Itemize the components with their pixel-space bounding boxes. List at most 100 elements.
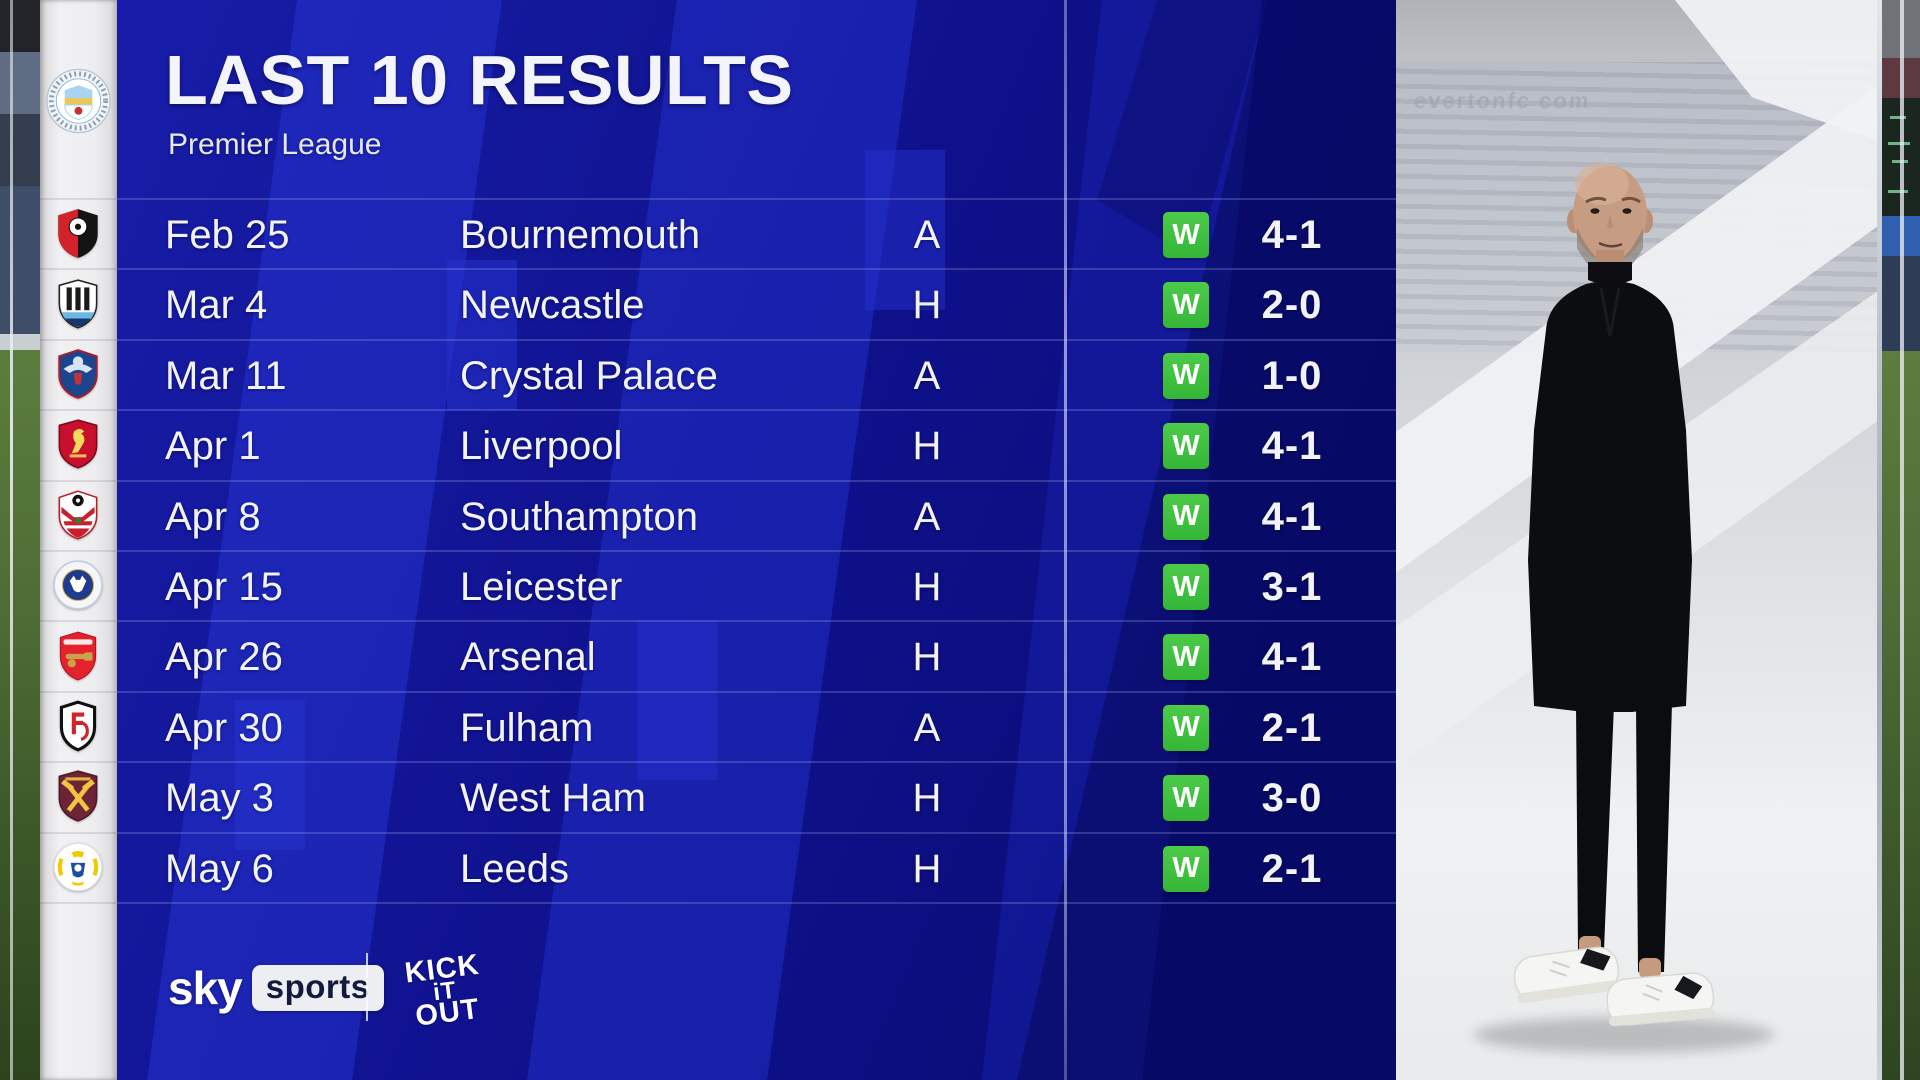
leicester-crest-icon — [49, 556, 107, 614]
score: 2-1 — [1261, 846, 1323, 891]
win-badge-letter: W — [1172, 640, 1200, 673]
score: 4-1 — [1261, 213, 1323, 257]
sports-wordmark: sports — [251, 965, 384, 1011]
result-row: Apr 8 Southampton A W 4-1 — [117, 479, 1396, 550]
manchester-city-crest-icon — [43, 64, 114, 138]
opponent-name: Crystal Palace — [460, 353, 718, 398]
newcastle-crest-icon — [49, 275, 107, 333]
panel-edge-highlight — [10, 0, 13, 1080]
score: 4-1 — [1261, 494, 1323, 539]
badge-column-divider — [40, 831, 117, 834]
venue-indicator: A — [913, 494, 941, 539]
badge-column-divider — [40, 620, 117, 623]
manager-photo-panel: evertonfc com — [1396, 0, 1877, 1080]
badge-column-divider — [40, 550, 117, 552]
sky-wordmark: sky — [168, 962, 243, 1014]
win-badge-letter: W — [1172, 570, 1200, 603]
opponent-name: Leeds — [460, 846, 569, 891]
score: 4-1 — [1261, 635, 1323, 680]
badge-column-divider — [40, 690, 117, 693]
opponent-name: Southampton — [460, 494, 698, 539]
venue-indicator: H — [912, 565, 942, 609]
win-badge-letter: W — [1172, 288, 1200, 321]
venue-indicator: H — [912, 846, 942, 891]
panel-edge-highlight — [1877, 0, 1882, 1080]
arsenal-crest-icon — [49, 627, 107, 685]
match-date: Apr 1 — [165, 424, 261, 469]
venue-indicator: A — [913, 213, 941, 257]
score: 4-1 — [1261, 424, 1323, 469]
win-badge-letter: W — [1172, 781, 1200, 814]
score: 2-1 — [1261, 705, 1323, 750]
match-date: Mar 11 — [165, 353, 287, 398]
page-subtitle: Premier League — [168, 128, 382, 161]
badge-column-divider — [40, 902, 117, 904]
result-row: Apr 26 Arsenal H W 4-1 — [117, 620, 1396, 690]
score: 1-0 — [1261, 353, 1323, 398]
result-row: Mar 11 Crystal Palace A W 1-0 — [117, 338, 1396, 409]
venue-indicator: A — [913, 705, 941, 750]
win-badge: W — [1163, 493, 1209, 540]
result-row: May 3 West Ham H W 3-0 — [117, 761, 1396, 831]
result-row: Apr 15 Leicester H W 3-1 — [117, 550, 1396, 620]
bournemouth-crest-icon — [49, 204, 107, 262]
match-date: Mar 4 — [165, 283, 268, 328]
score-column-divider — [1064, 0, 1067, 1080]
win-badge: W — [1163, 704, 1209, 751]
score: 2-0 — [1261, 283, 1323, 328]
win-badge: W — [1163, 423, 1209, 470]
video-highlight-line — [1900, 0, 1904, 1080]
pep-guardiola-photo — [1474, 163, 1774, 1053]
win-badge: W — [1163, 564, 1209, 610]
stadium-crowd-band — [0, 186, 40, 334]
stadium-video-right-strip — [1877, 0, 1920, 1080]
result-row: Feb 25 Bournemouth A W 4-1 — [117, 198, 1396, 268]
crystal-palace-crest-icon — [49, 345, 107, 403]
leeds-crest-icon — [49, 838, 107, 896]
opponent-name: West Ham — [460, 776, 646, 821]
results-panel: LAST 10 RESULTS Premier League Feb 25 Bou… — [117, 0, 1396, 1080]
win-badge: W — [1163, 352, 1209, 399]
southampton-crest-icon — [49, 486, 107, 544]
rows-bottom-divider — [117, 902, 1396, 904]
win-badge-letter: W — [1172, 429, 1200, 462]
badge-column-divider — [40, 338, 117, 341]
venue-indicator: H — [912, 776, 942, 821]
match-date: May 3 — [165, 776, 274, 821]
stadium-video-left-strip — [0, 0, 40, 1080]
page-title: LAST 10 RESULTS — [165, 41, 794, 119]
win-badge-letter: W — [1172, 359, 1200, 392]
results-rows: Feb 25 Bournemouth A W 4-1 Mar 4 Newcastle H W 2-… — [117, 0, 1396, 1080]
win-badge-letter: W — [1172, 711, 1200, 744]
liverpool-crest-icon — [49, 415, 107, 473]
match-date: Apr 30 — [165, 705, 283, 750]
match-date: Apr 26 — [165, 635, 283, 680]
result-row: Mar 4 Newcastle H W 2-0 — [117, 268, 1396, 338]
stadium-roof-band — [0, 0, 40, 52]
result-row: May 6 Leeds H W 2-1 — [117, 831, 1396, 902]
score: 3-1 — [1261, 565, 1323, 609]
badge-column-divider — [40, 198, 117, 200]
win-badge: W — [1163, 845, 1209, 892]
badge-column-divider — [40, 268, 117, 271]
badge-column-divider — [40, 479, 117, 482]
match-date: Apr 15 — [165, 565, 283, 609]
win-badge: W — [1163, 775, 1209, 822]
diagonal-stripes-background — [117, 0, 1396, 1080]
west-ham-crest-icon — [49, 767, 107, 825]
opponent-name: Leicester — [460, 565, 623, 609]
sky-sports-logo: sky sports — [168, 962, 384, 1014]
venue-indicator: H — [912, 635, 942, 680]
fulham-crest-icon — [49, 697, 107, 755]
stadium-stand-band — [0, 52, 40, 114]
opponent-name: Bournemouth — [460, 213, 701, 257]
venue-indicator: H — [912, 283, 942, 328]
win-badge-letter: W — [1172, 500, 1200, 533]
result-row: Apr 1 Liverpool H W 4-1 — [117, 409, 1396, 479]
stadium-pitch-band — [0, 350, 40, 1080]
badge-column-divider — [40, 761, 117, 764]
opponent-name: Newcastle — [460, 283, 645, 328]
win-badge: W — [1163, 212, 1209, 258]
win-badge-letter: W — [1172, 852, 1200, 885]
